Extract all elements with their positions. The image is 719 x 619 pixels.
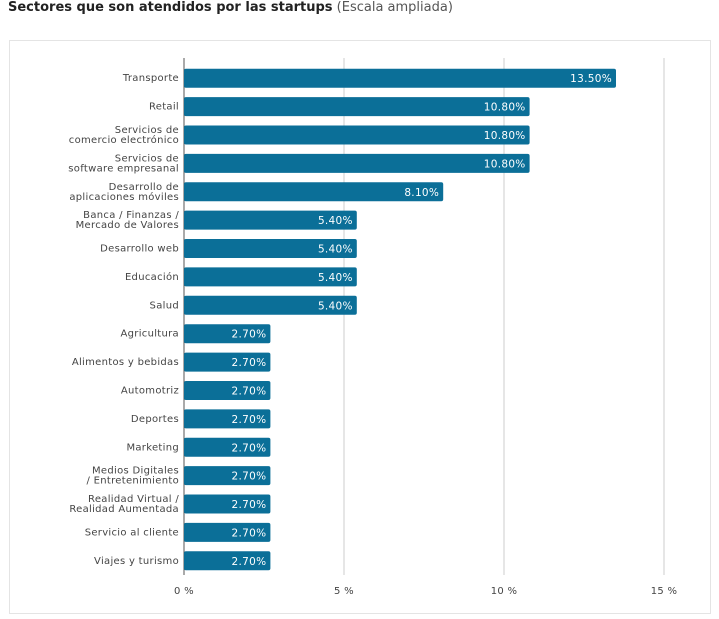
bar	[184, 267, 357, 287]
bar	[184, 295, 357, 315]
bar	[184, 522, 271, 542]
bar	[184, 466, 271, 486]
title: Sectores que son atendidos por las start…	[8, 0, 333, 15]
value-label: 5.40%	[318, 215, 353, 227]
value-label: 2.70%	[232, 556, 267, 568]
x-tick-label: 5 %	[334, 586, 354, 597]
y-tick-label: Servicios de comercio electrónico	[69, 125, 179, 146]
bar	[184, 97, 530, 117]
bar	[184, 324, 271, 344]
y-tick-label: Salud	[150, 300, 179, 311]
y-tick-label: Realidad Virtual / Realidad Aumentada	[69, 494, 179, 515]
y-tick-label: Agricultura	[121, 329, 180, 340]
value-label: 5.40%	[318, 300, 353, 312]
y-tick-label: Automotriz	[121, 385, 179, 396]
value-label: 13.50%	[570, 73, 612, 85]
bar	[184, 494, 271, 514]
y-tick-label: Banca / Finanzas / Mercado de Valores	[76, 210, 180, 231]
x-tick-label: 15 %	[651, 586, 678, 597]
bar	[184, 153, 530, 173]
y-tick-label: Educación	[125, 271, 179, 283]
bar	[184, 551, 271, 571]
y-tick-label: Medios Digitales / Entretenimiento	[86, 466, 179, 487]
value-label: 2.70%	[232, 527, 267, 539]
y-tick-label: Retail	[149, 102, 179, 113]
y-tick-label: Desarrollo de aplicaciones móviles	[69, 182, 179, 203]
value-label: 10.80%	[484, 130, 526, 142]
value-label: 5.40%	[318, 244, 353, 256]
value-label: 5.40%	[318, 272, 353, 284]
bar	[184, 125, 530, 145]
value-label: 2.70%	[232, 471, 267, 483]
y-tick-label: Marketing	[126, 442, 179, 453]
x-tick-label: 10 %	[491, 586, 518, 597]
y-tick-label: Transporte	[122, 73, 179, 84]
bar	[184, 239, 357, 259]
chart-title: Sectores que son atendidos por las start…	[8, 0, 453, 15]
value-label: 2.70%	[232, 414, 267, 426]
bar	[184, 380, 271, 400]
x-tick-label: 0 %	[174, 586, 194, 597]
value-label: 8.10%	[404, 187, 439, 199]
value-label: 2.70%	[232, 442, 267, 454]
bar	[184, 210, 357, 230]
y-tick-label: Viajes y turismo	[94, 556, 179, 567]
subtitle: (Escala ampliada)	[336, 0, 453, 15]
bar	[184, 437, 271, 457]
bar	[184, 68, 616, 88]
y-tick-label: Servicio al cliente	[85, 527, 179, 538]
value-label: 2.70%	[232, 357, 267, 369]
bar	[184, 352, 271, 372]
value-label: 2.70%	[232, 329, 267, 341]
value-label: 10.80%	[484, 158, 526, 170]
value-label: 10.80%	[484, 102, 526, 114]
y-tick-label: Desarrollo web	[100, 244, 179, 255]
y-tick-label: Servicios de software empresanal	[68, 153, 179, 174]
bar	[184, 409, 271, 429]
value-label: 2.70%	[232, 385, 267, 397]
bar	[184, 182, 444, 202]
y-tick-label: Alimentos y bebidas	[72, 357, 179, 368]
chart-frame	[9, 40, 711, 614]
value-label: 2.70%	[232, 499, 267, 511]
y-tick-label: Deportes	[131, 414, 179, 425]
